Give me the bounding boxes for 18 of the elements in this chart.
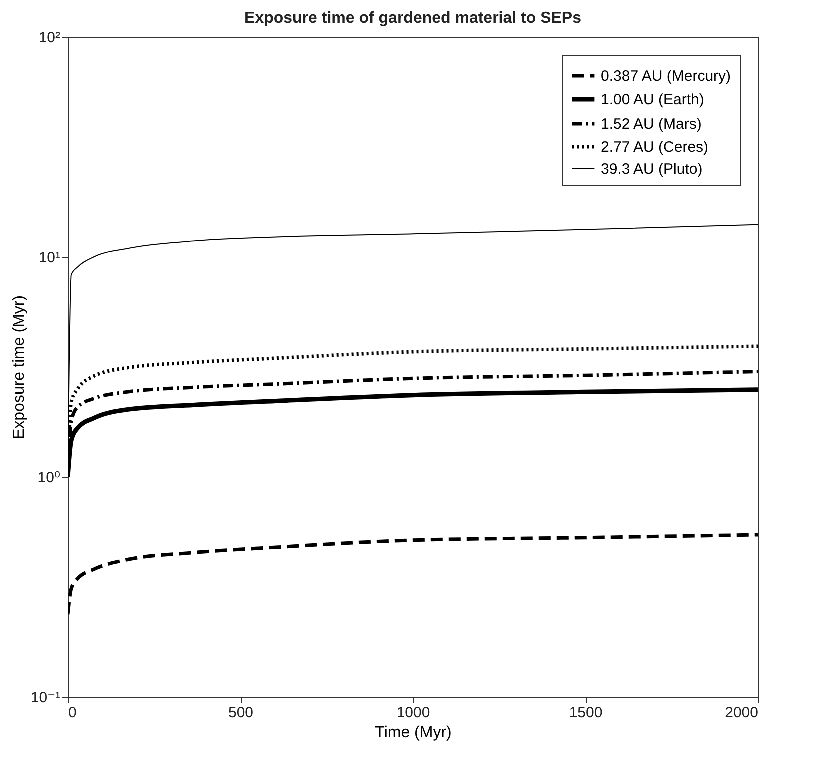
y-tick-label: 10⁻¹ [30, 690, 60, 706]
legend-label: 0.387 AU (Mercury) [601, 68, 732, 85]
legend-label: 1.00 AU (Earth) [601, 92, 704, 108]
legend-label: 2.77 AU (Ceres) [601, 139, 709, 156]
line-series [68, 533, 758, 616]
x-tick-label: 500 [228, 704, 254, 722]
y-axis-title: Exposure time (Myr) [10, 295, 28, 440]
x-tick-label: 2000 [725, 704, 758, 722]
legend-label: 1.52 AU (Mars) [601, 116, 702, 133]
x-tick-label: 1500 [569, 704, 603, 722]
y-tick-label: 10² [38, 30, 60, 46]
x-axis-title: Time (Myr) [375, 724, 452, 742]
x-tick-label: 1000 [396, 704, 430, 722]
legend-label: 39.3 AU (Pluto) [601, 161, 703, 178]
y-tick-label: 10¹ [38, 250, 60, 266]
x-tick-label: 0 [68, 704, 77, 722]
y-tick-label: 10⁰ [38, 470, 60, 486]
chart-title: Exposure time of gardened material to SEPs [244, 10, 582, 27]
